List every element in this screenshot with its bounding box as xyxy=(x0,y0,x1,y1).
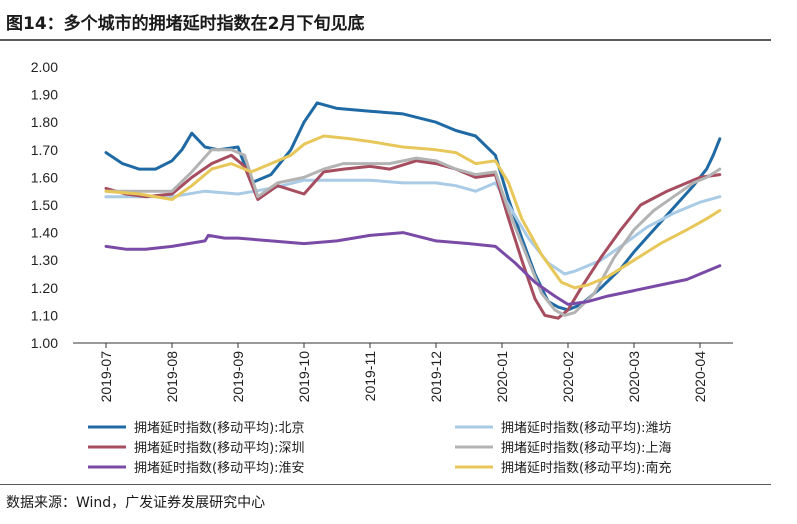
legend-label-nanchong: 拥堵延时指数(移动平均):南充 xyxy=(501,460,672,476)
legend-label-huaian: 拥堵延时指数(移动平均):淮安 xyxy=(134,461,305,476)
series-line-nanchong xyxy=(104,134,722,290)
y-tick-label: 1.90 xyxy=(31,87,58,103)
y-tick-label: 1.30 xyxy=(31,252,58,268)
line-chart: 1.00 1.10 1.20 1.30 1.40 1.50 1.60 1.70 1.80 1.90… xyxy=(31,59,733,476)
series-layer xyxy=(104,101,722,320)
x-tick-label: 2019-08 xyxy=(164,351,180,403)
source-note: 数据来源：Wind，广发证券发展研究中心 xyxy=(6,495,266,511)
x-tick-label: 2019-11 xyxy=(362,351,378,402)
legend: 拥堵延时指数(移动平均):北京 拥堵延时指数(移动平均):潍坊拥堵延时指数(移动平… xyxy=(88,421,672,476)
legend-label-shanghai: 拥堵延时指数(移动平均):上海 xyxy=(501,441,672,456)
x-tick-label: 2019-07 xyxy=(98,351,114,403)
series-line-beijing xyxy=(104,101,722,312)
bottom-divider xyxy=(0,484,771,485)
grid-layer: 1.00 1.10 1.20 1.30 1.40 1.50 1.60 1.70 1.80 1.90… xyxy=(31,59,733,402)
series-line-huaian xyxy=(104,231,722,306)
legend-label-beijing: 拥堵延时指数(移动平均):北京 xyxy=(134,421,305,436)
y-tick-label: 1.00 xyxy=(31,335,58,351)
y-tick-label: 1.60 xyxy=(31,169,58,185)
x-tick-label: 2020-01 xyxy=(494,351,510,403)
y-tick-label: 1.50 xyxy=(31,197,58,213)
x-tick-label: 2020-02 xyxy=(560,351,576,403)
y-tick-label: 1.70 xyxy=(31,142,58,158)
x-tick-label: 2019-09 xyxy=(230,351,246,403)
y-tick-label: 1.20 xyxy=(31,280,58,296)
x-tick-label: 2020-03 xyxy=(626,351,642,403)
x-tick-label: 2020-04 xyxy=(692,351,708,403)
series-line-shanghai xyxy=(104,148,722,317)
chart-title: 图14：多个城市的拥堵延时指数在2月下旬见底 xyxy=(6,14,365,34)
legend-label-shenzhen: 拥堵延时指数(移动平均):深圳 xyxy=(134,441,305,456)
legend-label-weifang: 拥堵延时指数(移动平均):潍坊 xyxy=(501,421,672,436)
x-tick-label: 2019-12 xyxy=(428,351,444,403)
x-tick-label: 2019-10 xyxy=(296,351,312,403)
title-divider xyxy=(0,39,771,41)
y-tick-label: 1.10 xyxy=(31,307,58,323)
y-tick-label: 2.00 xyxy=(31,59,58,75)
y-tick-label: 1.80 xyxy=(31,114,58,130)
y-tick-label: 1.40 xyxy=(31,225,58,241)
